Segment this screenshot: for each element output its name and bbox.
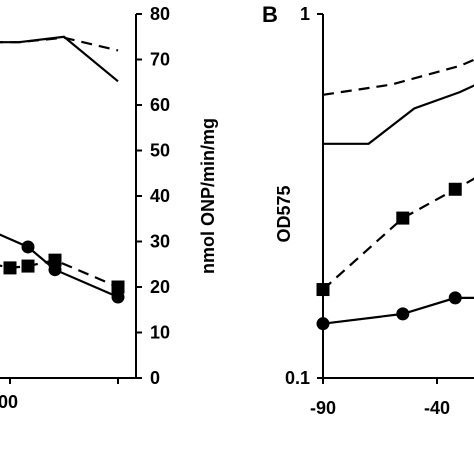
panel-b-circle-marker <box>448 291 462 305</box>
panel-a-square-marker <box>3 261 17 275</box>
panel-a-series <box>0 35 125 304</box>
panel-a-right-tick-label: 60 <box>150 95 170 115</box>
panel-a-right-tick-label: 20 <box>150 277 170 297</box>
panel-b-circle-marker <box>396 307 410 321</box>
panel-b-y-tick-label-top: 1 <box>300 4 310 24</box>
panel-b-x-tick-label: -40 <box>424 398 450 418</box>
panel-a-right-tick-label: 10 <box>150 323 170 343</box>
panel-b-circle-marker <box>316 317 330 331</box>
panel-a-square-marker <box>111 280 125 294</box>
panel-b-series-line-2 <box>322 177 474 291</box>
panel-b-series-line-1 <box>323 84 474 145</box>
panel-letter-b: B <box>262 2 278 27</box>
panel-a-circle-marker <box>111 290 125 304</box>
panel-a-right-tick-label: 30 <box>150 232 170 252</box>
panel-a: 00 0 10 20 30 40 50 60 70 80 nmol ONP/min/mg <box>0 4 218 412</box>
panel-b-square-marker <box>448 182 462 196</box>
panel-a-square-marker <box>48 253 62 267</box>
panel-b: B 1 0.1 -90 -40 OD575 <box>262 2 474 418</box>
panel-a-series-line-0 <box>0 36 119 52</box>
panel-a-right-tick-label: 80 <box>150 4 170 24</box>
panel-a-x-tick-label: 00 <box>0 392 18 412</box>
panel-b-series <box>316 58 474 331</box>
panel-a-right-ticks: 0 10 20 30 40 50 60 70 80 <box>136 4 170 388</box>
panel-a-right-tick-label: 0 <box>150 368 160 388</box>
panel-a-right-axis-title: nmol ONP/min/mg <box>198 118 218 274</box>
panel-a-series-line-1 <box>0 35 119 83</box>
panel-a-right-tick-label: 40 <box>150 186 170 206</box>
panel-b-square-marker <box>396 211 410 225</box>
panel-b-series-line-3 <box>322 296 474 325</box>
panel-b-x-tick-label: -90 <box>310 398 336 418</box>
panel-a-right-tick-label: 70 <box>150 50 170 70</box>
panel-a-right-tick-label: 50 <box>150 141 170 161</box>
panel-a-series-line-2 <box>0 233 119 299</box>
panel-b-y-tick-label-bottom: 0.1 <box>285 368 310 388</box>
panel-b-left-axis-title: OD575 <box>274 185 294 242</box>
panel-a-circle-marker <box>21 240 35 254</box>
panel-b-series-line-0 <box>322 58 474 96</box>
panel-a-square-marker <box>21 259 35 273</box>
panel-b-square-marker <box>316 283 330 297</box>
